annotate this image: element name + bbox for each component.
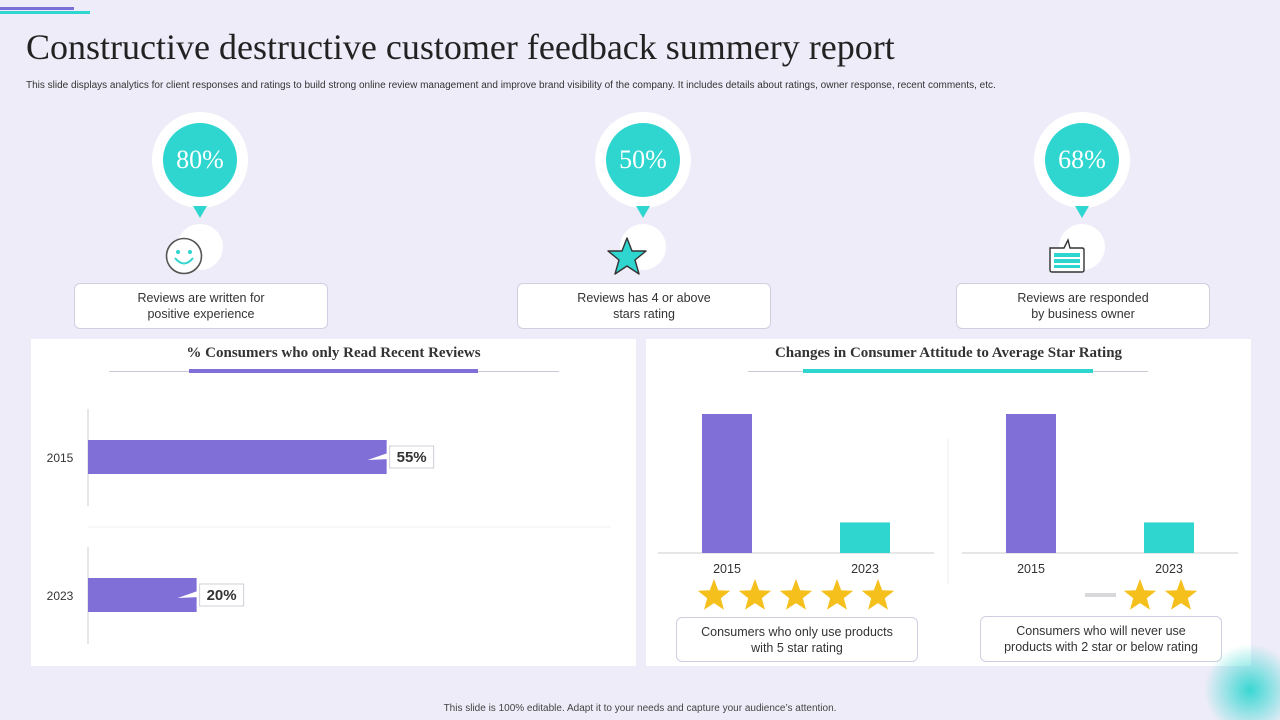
kpi-owner-responded: 68% Reviews are responded by business ow… <box>956 112 1212 332</box>
category-label: 2023 <box>1155 562 1183 576</box>
attitude-chart: 2015 2023 2015 2023 <box>658 414 1238 610</box>
page-subtitle: This slide displays analytics for client… <box>26 80 996 91</box>
star-icon <box>607 237 647 275</box>
kpi-label-line1: Reviews are responded <box>1017 291 1149 305</box>
bar-2015 <box>702 414 752 553</box>
bar-2023 <box>88 578 197 612</box>
data-label: 20% <box>207 587 237 604</box>
callout-pointer <box>367 452 391 460</box>
attitude-panel: Changes in Consumer Attitude to Average … <box>646 339 1251 666</box>
title-accent-bar <box>189 369 478 373</box>
kpi-ring: 80% <box>152 112 248 208</box>
callout-pointer <box>177 590 201 598</box>
star-icon <box>820 579 854 610</box>
kpi-value: 80% <box>163 123 237 197</box>
top-accent-line-teal <box>0 11 90 14</box>
chat-bubble-icon <box>1049 237 1085 273</box>
data-label: 55% <box>397 449 427 466</box>
kpi-pointer <box>1075 206 1089 218</box>
kpi-label: Reviews are written for positive experie… <box>74 283 328 329</box>
recent-reviews-panel: % Consumers who only Read Recent Reviews… <box>31 339 636 666</box>
kpi-label-line2: positive experience <box>147 307 255 321</box>
top-accent-line-purple <box>0 7 74 10</box>
kpi-positive-experience: 80% Reviews are written for positive exp… <box>74 112 330 332</box>
kpi-pointer <box>636 206 650 218</box>
kpi-pointer <box>193 206 207 218</box>
five-star-caption: Consumers who only use products with 5 s… <box>676 617 918 662</box>
bar-2023 <box>1144 522 1194 553</box>
category-label: 2015 <box>713 562 741 576</box>
footer-note: This slide is 100% editable. Adapt it to… <box>443 703 837 714</box>
star-icon <box>1164 579 1198 610</box>
page-title: Constructive destructive customer feedba… <box>26 27 895 67</box>
kpi-label: Reviews has 4 or above stars rating <box>517 283 771 329</box>
bar-2023 <box>840 522 890 553</box>
kpi-value: 50% <box>606 123 680 197</box>
category-label: 2023 <box>47 589 74 603</box>
callout-box <box>389 445 435 469</box>
caption-line1: Consumers who will never use <box>1016 624 1186 638</box>
star-icon <box>738 579 772 610</box>
kpi-label-line1: Reviews has 4 or above <box>577 291 711 305</box>
kpi-label-line2: by business owner <box>1031 307 1135 321</box>
callout-box <box>199 583 245 607</box>
star-icon <box>779 579 813 610</box>
bar-2015 <box>1006 414 1056 553</box>
kpi-ring: 68% <box>1034 112 1130 208</box>
category-label: 2015 <box>47 451 74 465</box>
kpi-label-line1: Reviews are written for <box>137 291 265 305</box>
star-icon <box>1123 579 1157 610</box>
bar-2015 <box>88 440 387 474</box>
kpi-label: Reviews are responded by business owner <box>956 283 1210 329</box>
kpi-ring: 50% <box>595 112 691 208</box>
dash-divider <box>1085 593 1116 597</box>
star-icon <box>697 579 731 610</box>
two-star-caption: Consumers who will never use products wi… <box>980 616 1222 662</box>
chart-title: % Consumers who only Read Recent Reviews <box>186 345 481 361</box>
caption-line2: with 5 star rating <box>751 640 843 655</box>
category-label: 2023 <box>851 562 879 576</box>
category-label: 2015 <box>1017 562 1045 576</box>
kpi-label-line2: stars rating <box>613 307 675 321</box>
kpi-value: 68% <box>1045 123 1119 197</box>
star-icon <box>861 579 895 610</box>
caption-line2: products with 2 star or below rating <box>1004 640 1198 654</box>
recent-reviews-chart: 2015 55% 2023 20% <box>47 409 611 644</box>
caption-line1: Consumers who only use products <box>701 624 893 639</box>
chart-title: Changes in Consumer Attitude to Average … <box>774 345 1123 361</box>
kpi-four-star-rating: 50% Reviews has 4 or above stars rating <box>517 112 773 332</box>
title-accent-bar <box>803 369 1093 373</box>
smiley-icon <box>165 237 203 275</box>
